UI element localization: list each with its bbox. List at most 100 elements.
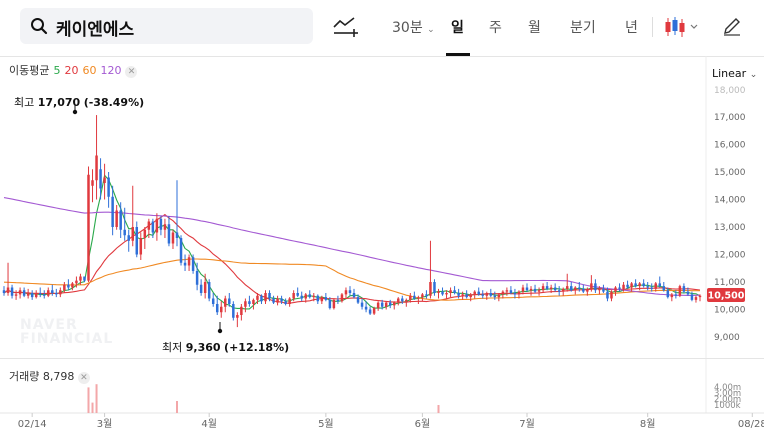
candle-body (614, 287, 617, 292)
x-tick-label: 5월 (318, 418, 334, 430)
candle (638, 282, 641, 291)
candle (260, 294, 263, 304)
volume-divider (0, 358, 764, 359)
candle (175, 180, 179, 247)
candle (191, 254, 195, 274)
candle (268, 290, 271, 302)
scale-label: Linear (712, 67, 747, 80)
candle (26, 288, 30, 299)
candle-body (215, 304, 219, 313)
candle (171, 229, 175, 249)
candle-body (473, 291, 476, 295)
tab-period-day[interactable]: 일 (451, 20, 464, 36)
candle-body (388, 302, 392, 306)
candle (380, 299, 384, 310)
candle (135, 221, 139, 258)
candle (139, 232, 143, 260)
candle-body (107, 177, 110, 197)
candle (155, 213, 159, 241)
active-tab-indicator (446, 53, 470, 56)
candle-body (561, 288, 565, 292)
low-marker-dot (217, 328, 223, 334)
candle (111, 185, 114, 236)
candle (364, 301, 368, 313)
draw-pen-icon[interactable] (722, 16, 742, 36)
candle (574, 286, 577, 295)
tab-period-year[interactable]: 년 (625, 20, 638, 36)
interval-dropdown[interactable]: 30분 ⌄ (392, 17, 435, 37)
candle-body (284, 301, 287, 304)
candle (264, 290, 267, 304)
candle-body (300, 295, 303, 299)
candle (316, 294, 320, 304)
volume-bar (437, 405, 440, 413)
candle-body (670, 294, 674, 298)
candle-body (228, 298, 231, 304)
candle (372, 306, 376, 315)
candle-body (67, 284, 70, 288)
candle-body (674, 294, 678, 296)
candle (30, 290, 34, 300)
candle-body (376, 302, 380, 309)
candle-body (115, 210, 118, 227)
candle-type-icon[interactable] (664, 16, 700, 38)
scale-selector[interactable]: Linear ⌄ (712, 67, 757, 80)
candle-body (445, 293, 448, 295)
candle (280, 295, 283, 304)
candle (348, 286, 352, 296)
compare-chart-icon[interactable] (333, 16, 359, 38)
candle-body (95, 155, 98, 181)
candle (513, 288, 517, 299)
top-toolbar: 케이엔에스 30분 ⌄ 일 주 월 분기 년 (0, 0, 764, 57)
candle (590, 275, 593, 292)
low-change: (+12.18%) (224, 341, 290, 354)
candle (409, 293, 412, 303)
candle-body (618, 287, 621, 289)
candle (493, 291, 497, 300)
candle (549, 284, 553, 293)
candle-body (167, 224, 171, 244)
candle (449, 287, 452, 298)
candle-body (256, 295, 259, 300)
tab-period-month[interactable]: 월 (528, 20, 541, 36)
volume-bar (95, 384, 98, 413)
candle (598, 286, 601, 295)
candle (614, 286, 617, 296)
candle-body (332, 299, 336, 309)
candle-body (570, 286, 573, 291)
candle-body (131, 227, 134, 241)
y-tick-label: 15,000 (714, 168, 746, 178)
candle (288, 297, 291, 307)
candle (236, 312, 239, 328)
candle (509, 286, 513, 295)
candle (107, 172, 110, 208)
candle (529, 286, 533, 296)
y-tick-label: 13,000 (714, 223, 746, 233)
candle-body (304, 294, 307, 299)
candle (646, 282, 649, 291)
current-price-tag: 10,500 (707, 288, 745, 302)
ma-60-line (3, 258, 700, 301)
volume-bars (87, 384, 440, 413)
candle-body (320, 297, 324, 302)
volume-close-icon[interactable]: ✕ (77, 372, 90, 384)
legend-close-icon[interactable]: ✕ (125, 66, 138, 78)
candle-body (248, 301, 251, 304)
candle (533, 284, 537, 293)
tab-period-quarter[interactable]: 분기 (570, 20, 596, 36)
candle-body (364, 306, 368, 310)
candle (678, 284, 682, 298)
candle-body (135, 227, 139, 255)
current-price-text: 10,500 (708, 291, 745, 302)
candle-body (240, 306, 243, 315)
tab-period-week[interactable]: 주 (489, 20, 502, 36)
search-box[interactable]: 케이엔에스 (20, 8, 313, 44)
candle (501, 290, 505, 299)
candle (42, 290, 46, 299)
high-price-label: 최고 17,070 (-38.49%) (14, 94, 144, 110)
candle-body (509, 290, 513, 293)
candle-body (602, 288, 605, 292)
candle-body (328, 299, 332, 309)
candle (384, 301, 388, 310)
